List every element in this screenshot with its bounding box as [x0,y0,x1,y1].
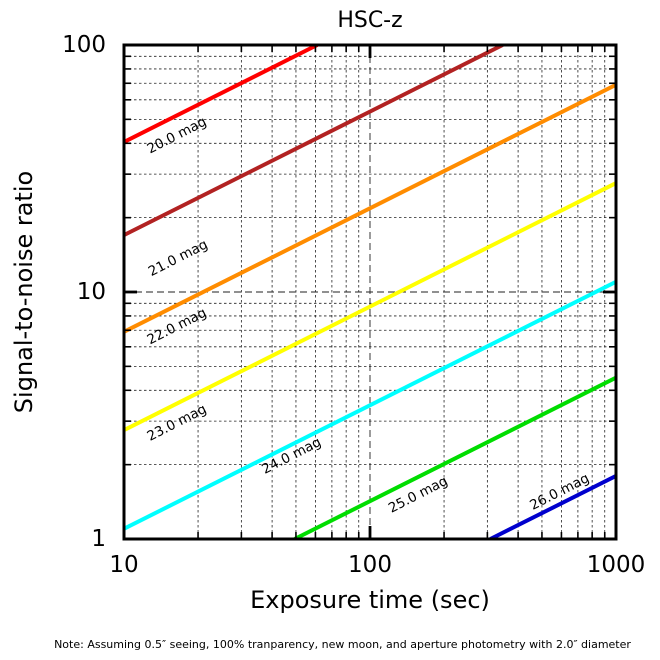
series-line-24.0-mag [124,279,616,531]
series-label-21.0-mag: 21.0 mag [146,236,211,279]
chart-title: HSC-z [337,8,403,33]
series-line-20.0-mag [124,45,319,144]
x-tick-label: 100 [348,552,392,578]
series-label-22.0-mag: 22.0 mag [145,305,210,348]
series-label-23.0-mag: 23.0 mag [145,401,210,444]
series-line-26.0-mag [489,474,616,539]
y-tick-label: 10 [77,279,106,305]
y-tick-label: 1 [91,526,106,552]
y-tick-label: 100 [62,32,106,58]
footnote: Note: Assuming 0.5″ seeing, 100% tranpar… [54,638,631,651]
axes-frame [122,43,618,541]
x-tick-label: 1000 [587,552,646,578]
series-label-25.0-mag: 25.0 mag [386,473,451,516]
y-axis-label: Signal-to-noise ratio [10,170,38,414]
x-axis-label: Exposure time (sec) [250,586,490,614]
series-label-20.0-mag: 20.0 mag [145,114,210,157]
series-line-25.0-mag [293,375,616,539]
series-group [124,45,616,539]
series-line-23.0-mag [124,181,616,432]
series-line-21.0-mag [124,45,504,237]
series-line-22.0-mag [124,83,616,334]
x-tick-label: 10 [109,552,138,578]
